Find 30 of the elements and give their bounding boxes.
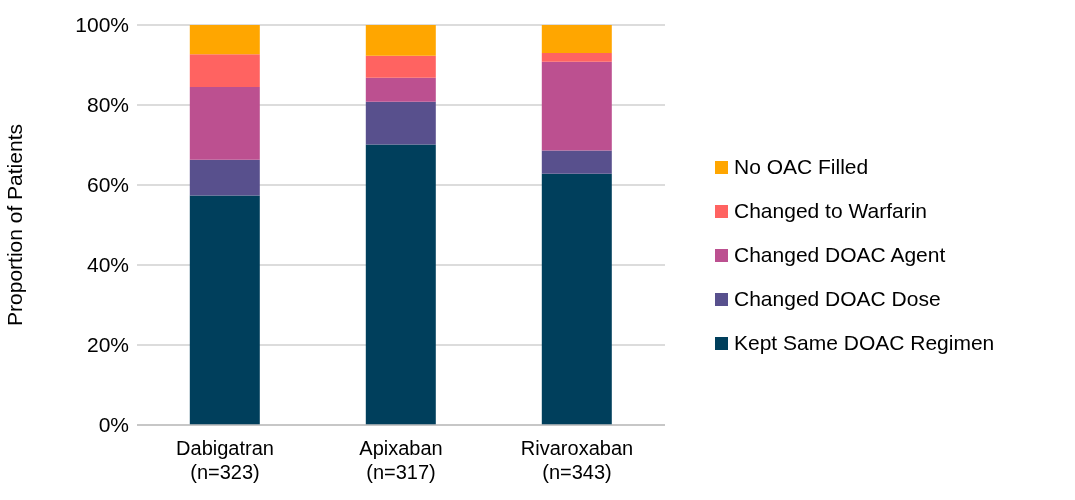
legend-label: Changed to Warfarin (734, 199, 927, 223)
bar (189, 195, 260, 425)
bar (189, 54, 260, 87)
y-tick-label: 0% (98, 413, 129, 437)
x-tick-label: Rivaroxaban (n=343) (520, 437, 634, 483)
bar (189, 87, 260, 160)
bar (365, 55, 436, 78)
y-axis-title: Proportion of Patients (3, 124, 27, 326)
bar (541, 53, 612, 62)
bar (189, 159, 260, 196)
legend-label: Changed DOAC Dose (734, 287, 941, 311)
y-tick-label: 20% (86, 333, 129, 357)
legend-label: No OAC Filled (734, 155, 869, 179)
legend-label: Kept Same DOAC Regimen (734, 331, 995, 355)
legend-label: Changed DOAC Agent (734, 243, 946, 267)
bar (541, 25, 612, 53)
bar (365, 101, 436, 145)
y-tick-label: 60% (86, 173, 129, 197)
y-tick-label: 40% (86, 253, 129, 277)
y-tick-label: 100% (75, 13, 129, 37)
x-tick-label: Apixaban (n=317) (359, 437, 443, 483)
bar (365, 144, 436, 425)
bar (541, 150, 612, 174)
bar (541, 61, 612, 151)
x-tick-label: Dabigatran (n=323) (176, 437, 274, 483)
bar (541, 173, 612, 425)
bar (365, 25, 436, 56)
bar (189, 25, 260, 55)
bar (365, 77, 436, 102)
y-tick-label: 80% (86, 93, 129, 117)
